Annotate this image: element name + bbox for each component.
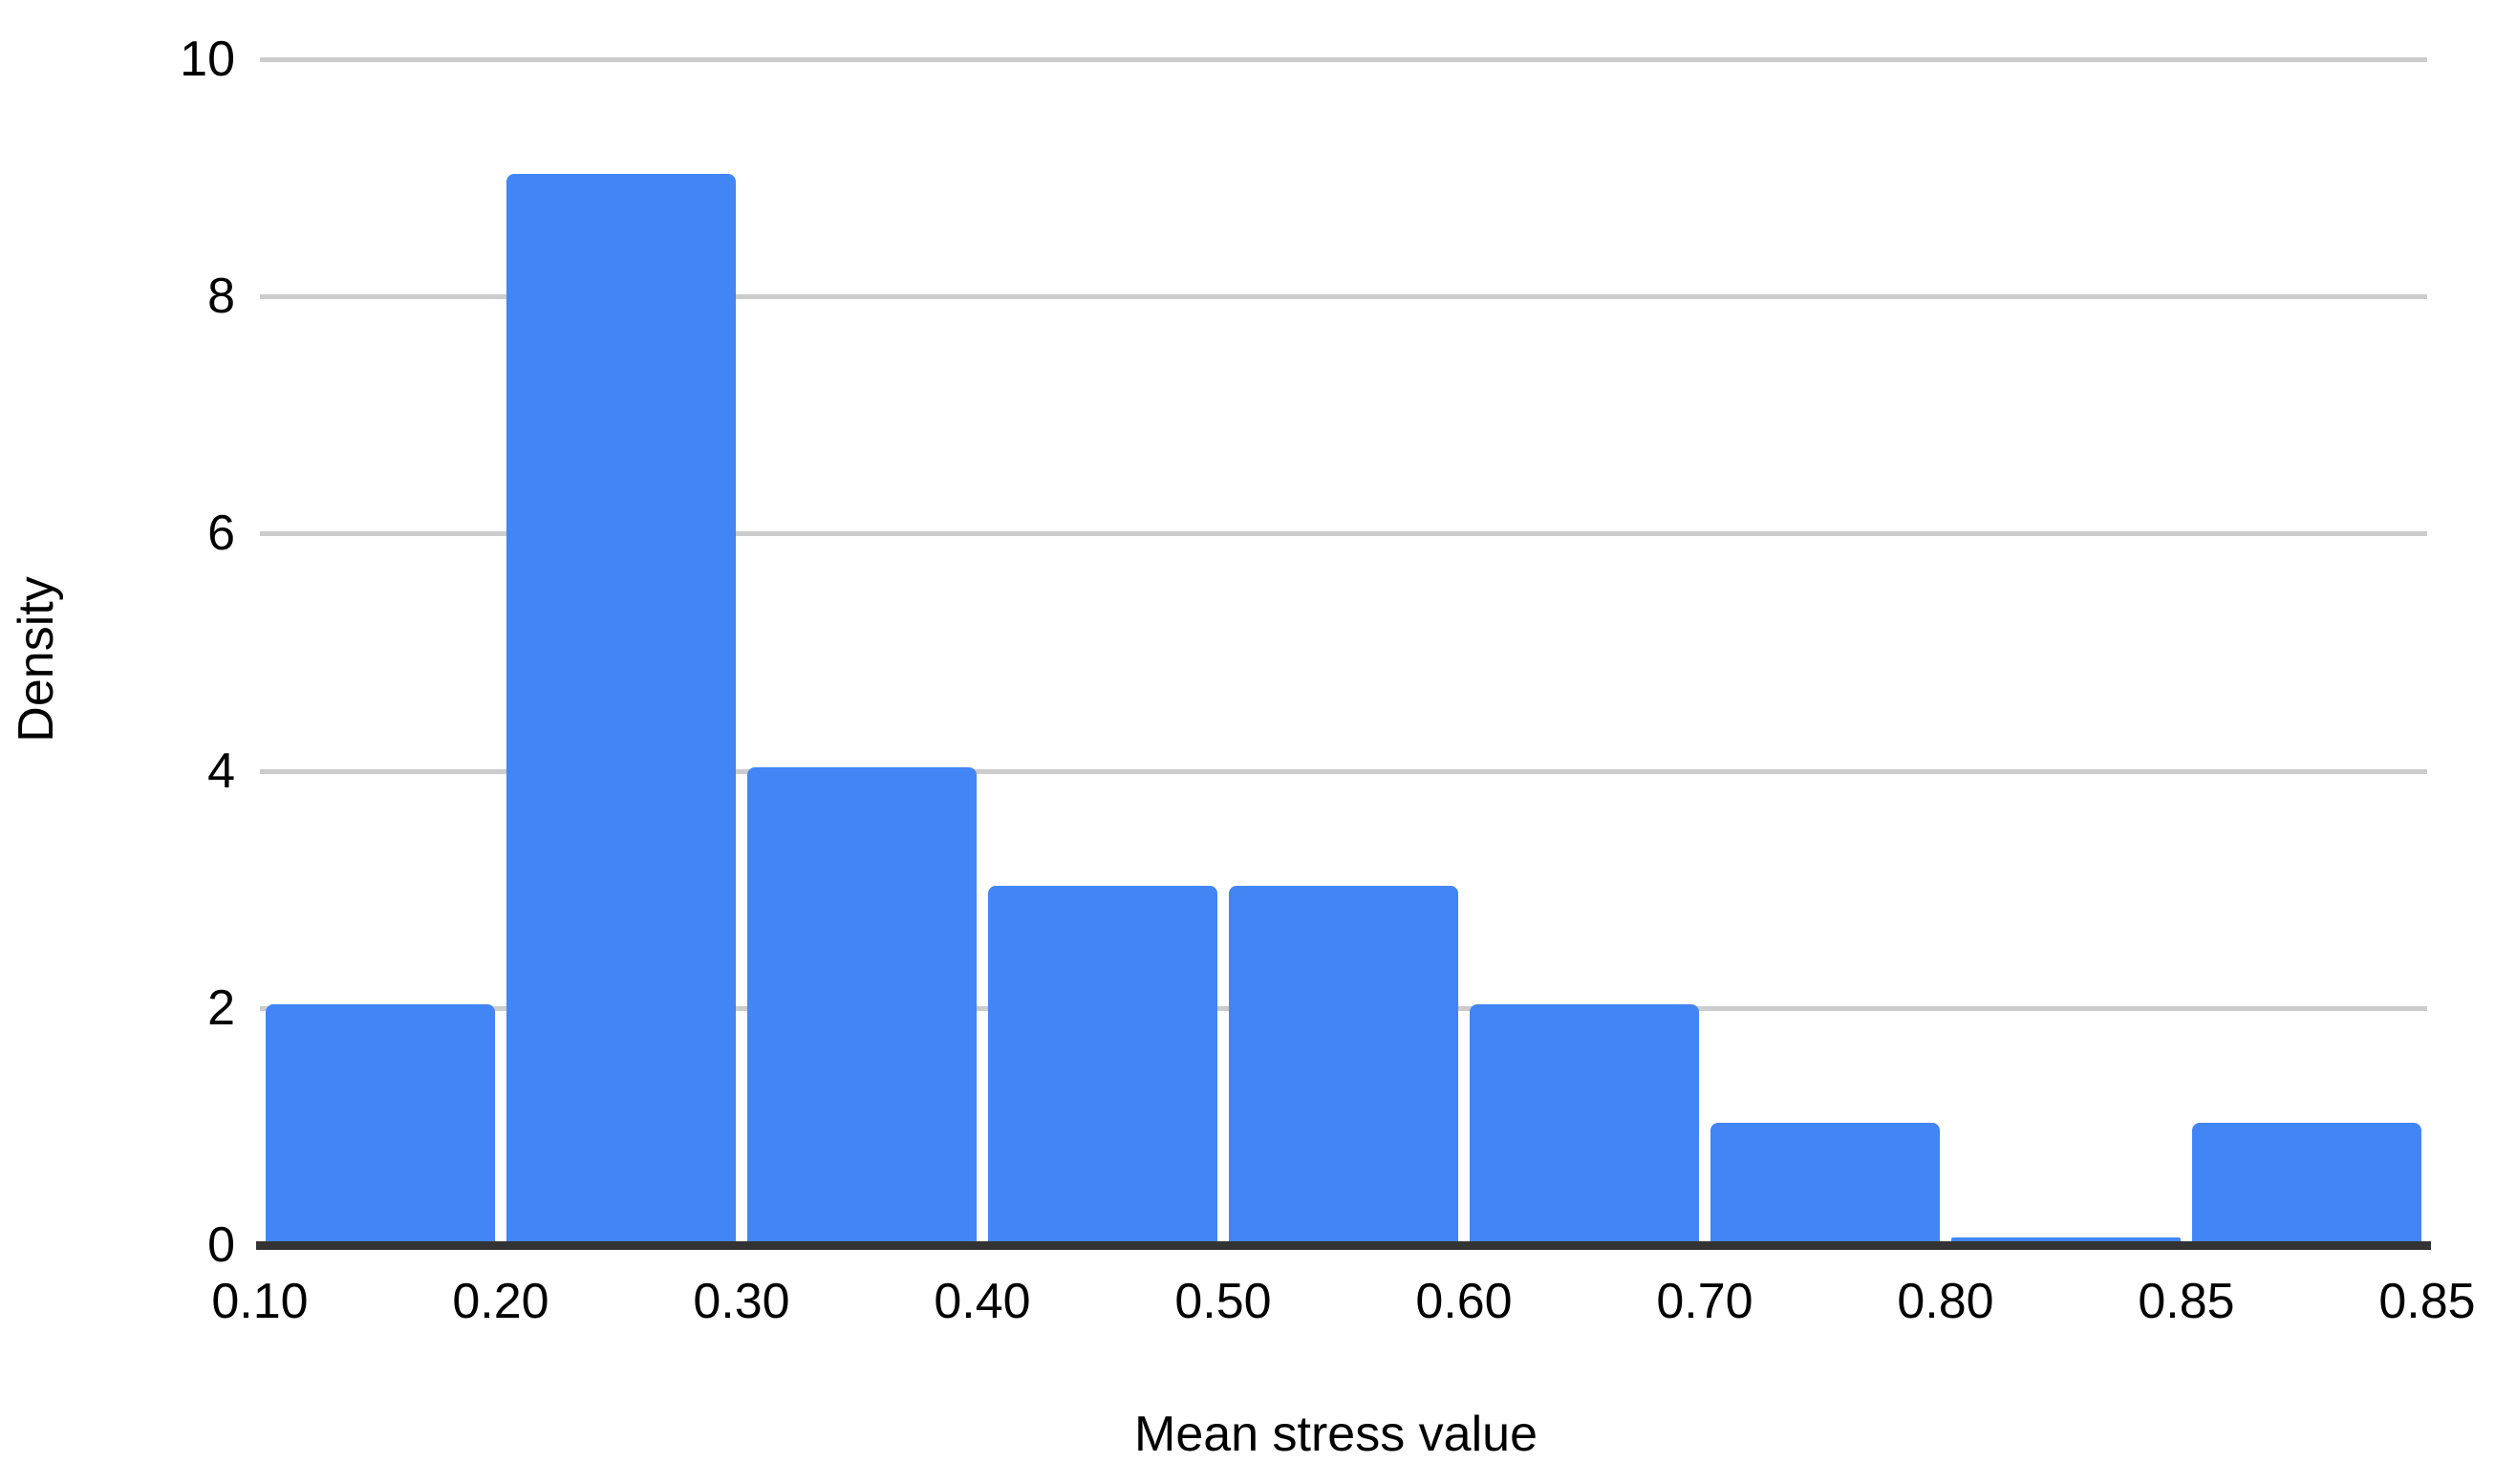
histogram-bar [988, 885, 1217, 1241]
gridline-y-6 [260, 531, 2427, 537]
histogram-bar [1229, 885, 1458, 1241]
x-axis-title: Mean stress value [1134, 1407, 1538, 1462]
x-tick-label: 0.70 [1656, 1274, 1753, 1329]
histogram-bar [1470, 1003, 1699, 1241]
x-tick-label: 0.20 [452, 1274, 549, 1329]
y-tick-label: 6 [207, 505, 235, 562]
y-tick-label: 8 [207, 269, 235, 325]
histogram-bar [1951, 1237, 2181, 1241]
x-tick-label: 0.40 [934, 1274, 1031, 1329]
x-tick-label: 0.30 [693, 1274, 790, 1329]
x-axis-line [256, 1241, 2431, 1250]
y-axis-title: Density [9, 576, 64, 742]
x-tick-label: 0.10 [211, 1274, 309, 1329]
x-tick-label: 0.85 [2378, 1274, 2476, 1329]
x-tick-label: 0.80 [1897, 1274, 1994, 1329]
histogram-bar [747, 766, 977, 1241]
gridline-y-8 [260, 294, 2427, 300]
x-tick-label: 0.50 [1174, 1274, 1272, 1329]
gridline-y-4 [260, 768, 2427, 774]
x-tick-label: 0.85 [2138, 1274, 2235, 1329]
y-tick-label: 10 [180, 32, 235, 87]
y-tick-label: 2 [207, 979, 235, 1036]
histogram-bar [266, 1003, 495, 1241]
gridline-y-10 [260, 57, 2427, 62]
x-tick-label: 0.60 [1415, 1274, 1513, 1329]
histogram-bar [506, 174, 736, 1241]
histogram-bar [2192, 1122, 2421, 1241]
histogram-bar [1710, 1122, 1940, 1241]
y-tick-label: 0 [207, 1217, 235, 1273]
y-tick-label: 4 [207, 742, 235, 799]
